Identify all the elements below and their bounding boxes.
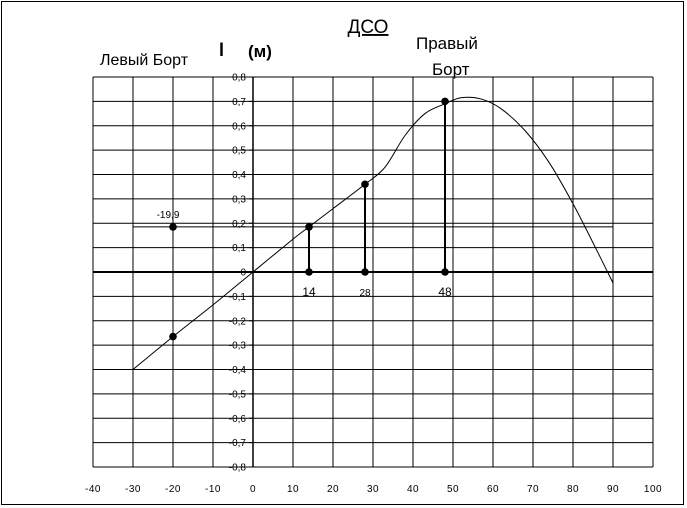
y-axis-label: l <box>219 40 224 60</box>
y-tick-label: -0,7 <box>229 438 247 449</box>
x-tick-label: 10 <box>287 484 299 495</box>
tick-labels: -40 -30 -20 -10 0 10 20 30 40 50 60 70 80 90 100 0,8 0,7… <box>85 73 662 496</box>
y-tick-label: 0,4 <box>232 170 246 181</box>
x-tick-label: -30 <box>125 484 141 495</box>
x-tick-label: 80 <box>567 484 579 495</box>
y-tick-label: -0,5 <box>229 389 247 400</box>
data-point <box>169 223 177 231</box>
y-tick-label: 0,2 <box>232 219 246 230</box>
x-tick-label: 90 <box>607 484 619 495</box>
y-tick-label: 0 <box>240 268 246 279</box>
annotation-label: 48 <box>438 285 452 299</box>
y-tick-label: 0,5 <box>232 146 246 157</box>
y-tick-label: 0,8 <box>232 73 246 84</box>
left-side-label: Левый Борт <box>100 52 189 69</box>
y-tick-label: -0,8 <box>229 463 247 474</box>
x-tick-label: 20 <box>327 484 339 495</box>
annotation-label: -19,9 <box>157 210 180 221</box>
x-tick-label: 30 <box>367 484 379 495</box>
y-tick-label: 0,7 <box>232 97 246 108</box>
x-tick-label: 60 <box>487 484 499 495</box>
annotation-label: 14 <box>302 285 316 299</box>
y-tick-label: 0,6 <box>232 121 246 132</box>
y-tick-label: 0,3 <box>232 194 246 205</box>
y-tick-label: -0,2 <box>229 316 247 327</box>
y-axis-unit: (м) <box>248 42 272 61</box>
data-point <box>361 180 369 188</box>
x-tick-label: 70 <box>527 484 539 495</box>
data-point <box>169 333 177 341</box>
y-tick-label: -0,3 <box>229 341 247 352</box>
x-tick-label: -40 <box>85 484 101 495</box>
x-tick-label: 0 <box>250 484 256 495</box>
data-point <box>441 268 449 276</box>
chart-title: ДСО <box>348 17 389 38</box>
x-tick-label: 50 <box>447 484 459 495</box>
x-tick-label: -10 <box>205 484 221 495</box>
x-tick-label: -20 <box>165 484 181 495</box>
y-tick-label: -0,1 <box>229 292 247 303</box>
right-side-label-line2: Борт <box>432 60 470 79</box>
x-tick-label: 40 <box>407 484 419 495</box>
right-side-label-line1: Правый <box>416 34 478 53</box>
annotation-label: 28 <box>359 288 371 299</box>
data-point <box>441 98 449 106</box>
y-tick-label: -0,6 <box>229 414 247 425</box>
markers <box>169 98 449 341</box>
data-point <box>361 268 369 276</box>
data-point <box>305 268 313 276</box>
data-point <box>305 223 313 231</box>
y-tick-label: -0,4 <box>229 365 247 376</box>
x-tick-label: 100 <box>644 484 662 495</box>
y-tick-label: 0,1 <box>232 243 246 254</box>
